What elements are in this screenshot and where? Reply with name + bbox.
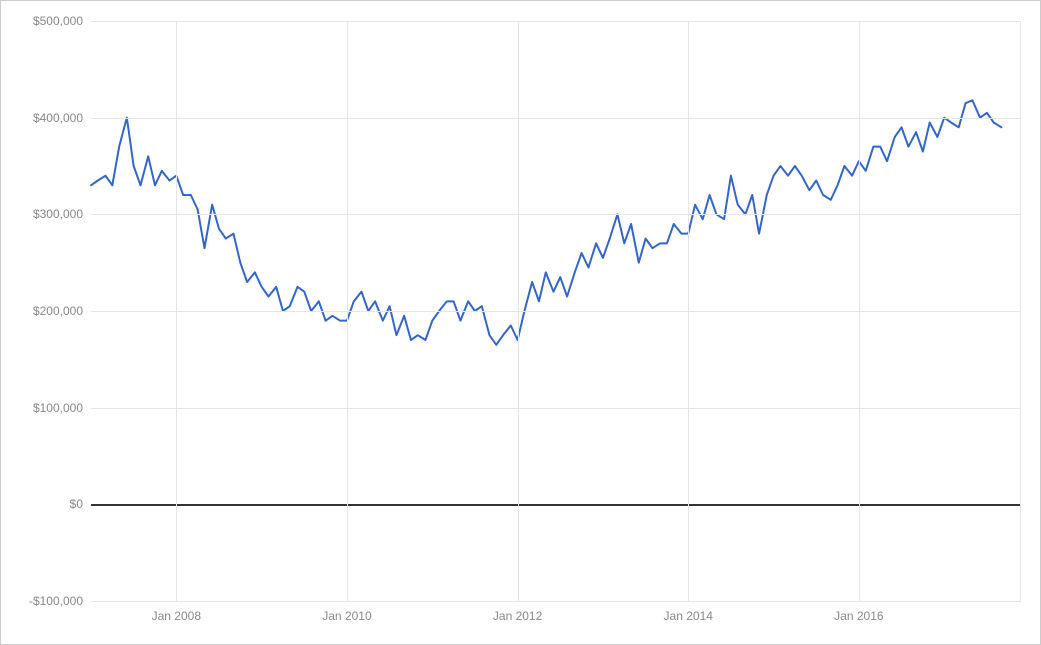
chart-container: -$100,000 $0 $100,000 $200,000 $300,000 $400,… xyxy=(0,0,1041,645)
grid-line-vertical xyxy=(347,21,348,601)
grid-line-horizontal xyxy=(91,408,1021,409)
grid-line-horizontal xyxy=(91,214,1021,215)
grid-line-vertical xyxy=(176,21,177,601)
x-axis-tick-label: Jan 2014 xyxy=(664,601,713,623)
grid-line-horizontal xyxy=(91,118,1021,119)
x-axis-tick-label: Jan 2010 xyxy=(322,601,371,623)
grid-line-vertical xyxy=(518,21,519,601)
grid-line-vertical xyxy=(1020,21,1021,601)
grid-line-horizontal xyxy=(91,311,1021,312)
y-axis-tick-label: $300,000 xyxy=(33,207,91,221)
x-axis-tick-label: Jan 2012 xyxy=(493,601,542,623)
y-axis-tick-label: $200,000 xyxy=(33,304,91,318)
y-axis-tick-label: $500,000 xyxy=(33,14,91,28)
y-axis-tick-label: $400,000 xyxy=(33,111,91,125)
y-axis-tick-label: $0 xyxy=(70,497,91,511)
grid-line-horizontal xyxy=(91,21,1021,22)
grid-line-vertical xyxy=(859,21,860,601)
x-axis-tick-label: Jan 2008 xyxy=(152,601,201,623)
y-axis-tick-label: $100,000 xyxy=(33,401,91,415)
grid-line-vertical xyxy=(688,21,689,601)
data-line xyxy=(91,100,1001,345)
plot-area: -$100,000$0$100,000$200,000$300,000$400,… xyxy=(91,21,1021,601)
y-axis-tick-label: -$100,000 xyxy=(29,594,91,608)
x-axis-tick-label: Jan 2016 xyxy=(834,601,883,623)
zero-line xyxy=(91,504,1021,506)
